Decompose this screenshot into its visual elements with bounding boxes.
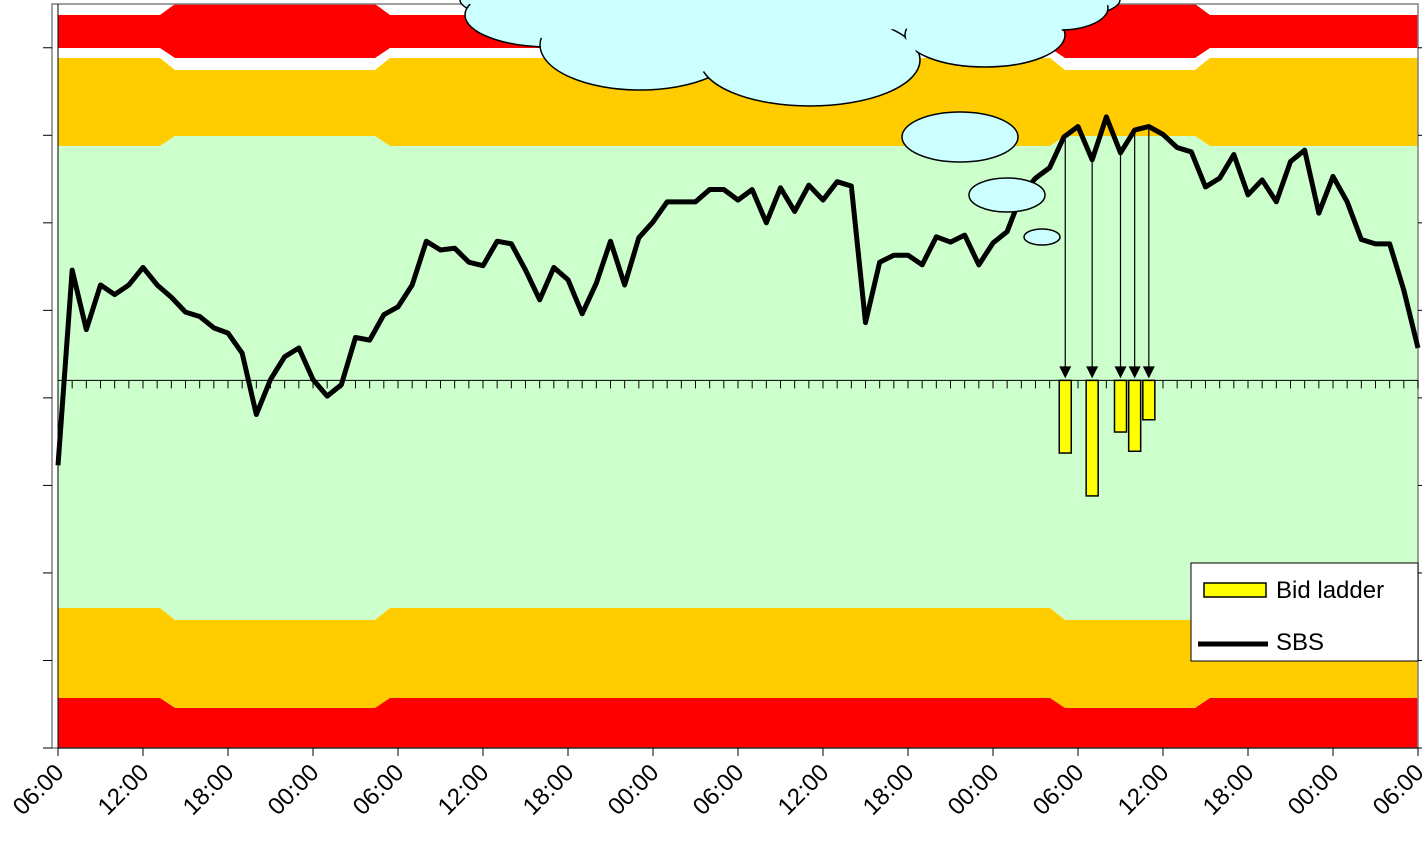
amber-zone	[58, 58, 1418, 146]
x-tick-label: 12:00	[93, 759, 155, 821]
amber-zone	[58, 608, 1418, 708]
x-tick-label: 00:00	[943, 759, 1005, 821]
arrow-head	[1086, 366, 1099, 379]
x-tick-label: 18:00	[858, 759, 920, 821]
zones	[58, 4, 1418, 748]
green-zone	[58, 136, 1418, 620]
x-tick-label: 06:00	[688, 759, 750, 821]
clouds	[459, 0, 1121, 246]
red-zone	[58, 698, 1418, 748]
x-tick-label: 00:00	[603, 759, 665, 821]
thought-bubble	[1023, 228, 1061, 246]
arrow-head	[1142, 366, 1155, 379]
marks	[55, 114, 1421, 497]
x-tick-label: 18:00	[1198, 759, 1260, 821]
bar	[1058, 379, 1072, 454]
arrow-head	[1114, 366, 1127, 379]
bar	[1142, 379, 1156, 421]
x-tick-label: 06:00	[1368, 759, 1422, 821]
bar	[1085, 379, 1099, 497]
x-tick-label: 12:00	[773, 759, 835, 821]
x-tick-label: 18:00	[518, 759, 580, 821]
x-tick-label: 00:00	[263, 759, 325, 821]
arrow-head	[1128, 366, 1141, 379]
legend: Bid ladder SBS	[1190, 562, 1419, 662]
x-tick-label: 06:00	[348, 759, 410, 821]
cloud-fill	[1015, 0, 1105, 21]
thought-bubble	[968, 177, 1046, 213]
cloud-fill	[703, 17, 917, 97]
x-tick-label: 00:00	[1283, 759, 1345, 821]
x-tick-label: 06:00	[1028, 759, 1090, 821]
bar	[1127, 379, 1142, 453]
legend-label: Bid ladder	[1276, 577, 1384, 604]
x-tick-label: 12:00	[1113, 759, 1175, 821]
cloud-fill	[908, 6, 1062, 58]
thought-bubble	[901, 111, 1019, 163]
arrow-head	[1059, 366, 1072, 379]
x-tick-label: 18:00	[178, 759, 240, 821]
bar	[1113, 379, 1128, 433]
legend-swatch	[1203, 582, 1267, 598]
x-tick-label: 06:00	[8, 759, 70, 821]
cloud-fill	[543, 3, 737, 81]
x-tick-label: 12:00	[433, 759, 495, 821]
legend-label: SBS	[1276, 629, 1324, 656]
line	[55, 114, 1421, 466]
